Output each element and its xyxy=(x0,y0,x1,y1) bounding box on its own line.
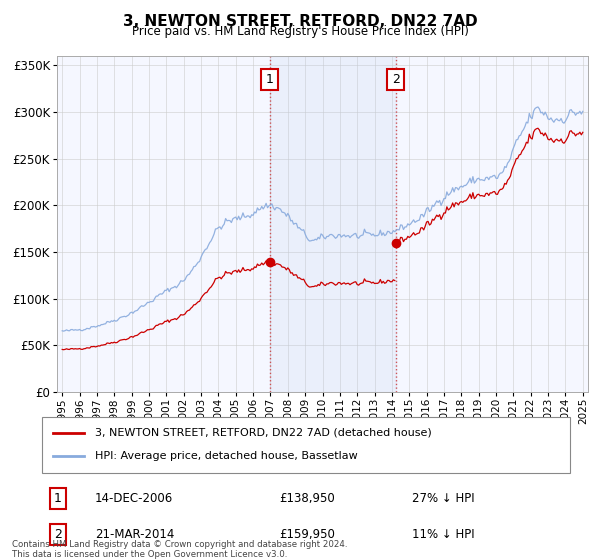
Text: £138,950: £138,950 xyxy=(280,492,335,505)
Text: HPI: Average price, detached house, Bassetlaw: HPI: Average price, detached house, Bass… xyxy=(95,451,358,461)
Text: 1: 1 xyxy=(266,73,274,86)
FancyBboxPatch shape xyxy=(42,417,570,473)
Text: 27% ↓ HPI: 27% ↓ HPI xyxy=(412,492,474,505)
Text: 11% ↓ HPI: 11% ↓ HPI xyxy=(412,528,474,541)
Text: Contains HM Land Registry data © Crown copyright and database right 2024.
This d: Contains HM Land Registry data © Crown c… xyxy=(12,540,347,559)
Text: 1: 1 xyxy=(54,492,62,505)
Text: 21-MAR-2014: 21-MAR-2014 xyxy=(95,528,174,541)
Text: £159,950: £159,950 xyxy=(280,528,335,541)
Text: 2: 2 xyxy=(392,73,400,86)
Text: 2: 2 xyxy=(54,528,62,541)
Text: 3, NEWTON STREET, RETFORD, DN22 7AD: 3, NEWTON STREET, RETFORD, DN22 7AD xyxy=(122,14,478,29)
Text: 3, NEWTON STREET, RETFORD, DN22 7AD (detached house): 3, NEWTON STREET, RETFORD, DN22 7AD (det… xyxy=(95,428,431,438)
Text: 14-DEC-2006: 14-DEC-2006 xyxy=(95,492,173,505)
Text: Price paid vs. HM Land Registry's House Price Index (HPI): Price paid vs. HM Land Registry's House … xyxy=(131,25,469,38)
Bar xyxy=(270,56,396,392)
